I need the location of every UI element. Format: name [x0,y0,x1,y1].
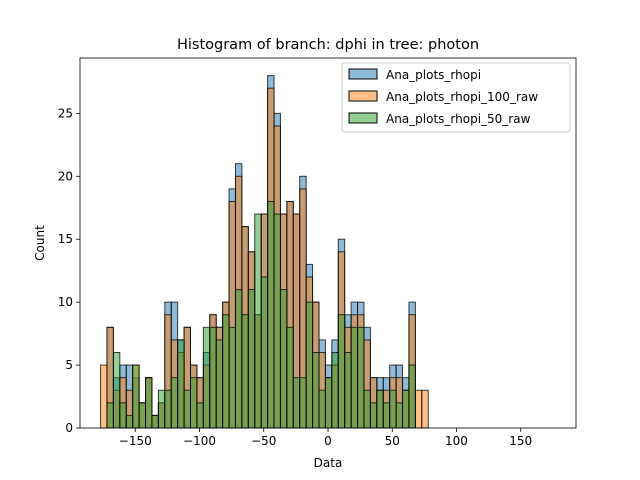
bar-s2-bin30 [292,377,301,429]
bar-s2-bin20 [228,326,236,429]
x-tick-label: 150 [509,434,532,448]
bar-s2-bin43 [376,389,384,429]
bar-s2-bin13 [183,389,192,429]
bar-s2-bin48 [408,364,416,429]
bar-s2-bin26 [267,200,275,429]
bar-s2-bin14 [190,377,198,429]
y-axis-label: Count [33,225,47,261]
bar-s2-bin3 [119,402,127,429]
bar-s2-bin23 [247,289,256,429]
bar-s2-bin1 [106,402,114,429]
bar-s2-bin4 [125,414,134,429]
y-axis-ticks: 0 5 10 15 20 25 [58,106,80,435]
bar-s2-bin2 [112,351,121,429]
legend-label-rhopi-100-raw: Ana_plots_rhopi_100_raw [386,90,538,104]
bar-s2-bin16 [202,326,211,429]
y-tick-label: 25 [58,106,73,120]
bar-s2-bin37 [337,314,346,429]
bar-s1-bin49 [414,389,423,429]
bar-s2-bin15 [196,402,204,429]
x-tick-label: −50 [251,434,276,448]
bar-s2-bin12 [177,339,185,429]
x-axis-label: Data [314,456,343,470]
bar-s2-bin46 [395,402,404,429]
bar-s2-bin29 [286,326,294,429]
bar-s2-bin10 [164,389,172,429]
bar-s2-bin42 [369,402,378,429]
y-tick-label: 0 [65,421,73,435]
legend-frame [341,62,571,133]
legend-swatch-rhopi [348,68,378,80]
bar-s2-bin5 [132,364,140,429]
bar-s2-bin38 [344,351,352,429]
bar-s2-bin22 [241,314,249,429]
bar-s2-bin27 [273,213,281,429]
bar-s2-bin35 [324,377,333,429]
bar-s2-bin24 [254,213,262,429]
bar-s1-bin0 [100,364,108,429]
bar-s1-bin50 [421,389,429,429]
x-axis-ticks: −150 −100 −50 0 50 100 150 [119,428,532,448]
legend-label-rhopi: Ana_plots_rhopi [386,68,481,82]
bar-s2-bin6 [138,402,147,429]
bar-s2-bin32 [305,301,314,429]
bar-s2-bin41 [363,389,371,429]
bar-s2-bin45 [389,389,397,429]
legend-swatch-rhopi-50-raw [348,112,378,124]
bar-s2-bin40 [357,326,365,429]
bar-s2-bin7 [145,377,153,429]
bar-s2-bin17 [209,326,217,429]
bar-s2-bin28 [279,289,288,429]
x-tick-label: 50 [385,434,400,448]
bar-s2-bin39 [350,326,359,429]
x-tick-label: −150 [119,434,152,448]
y-tick-label: 5 [65,358,73,372]
bar-s2-bin25 [260,276,269,429]
bar-s2-bin47 [402,389,410,429]
bar-s2-bin18 [215,339,224,429]
y-tick-label: 20 [58,169,73,183]
bar-s2-bin34 [318,389,326,429]
x-tick-label: 100 [445,434,468,448]
bar-s2-bin19 [222,314,230,429]
legend-label-rhopi-50-raw: Ana_plots_rhopi_50_raw [386,112,531,126]
bar-s2-bin36 [331,351,339,429]
bar-s2-bin33 [312,351,320,429]
bar-s2-bin31 [299,377,307,429]
legend-swatch-rhopi-100-raw [348,90,378,102]
x-tick-label: −100 [183,434,216,448]
chart-title: Histogram of branch: dphi in tree: photo… [177,37,479,53]
legend: Ana_plots_rhopi Ana_plots_rhopi_100_raw … [341,62,571,133]
bar-s2-bin8 [151,414,159,429]
x-tick-label: 0 [324,434,332,448]
bar-s2-bin44 [382,402,391,429]
bar-s2-bin11 [170,377,179,429]
bar-s2-bin21 [234,289,243,429]
y-tick-label: 10 [58,295,73,309]
bar-s2-bin9 [157,389,166,429]
y-tick-label: 15 [58,232,73,246]
